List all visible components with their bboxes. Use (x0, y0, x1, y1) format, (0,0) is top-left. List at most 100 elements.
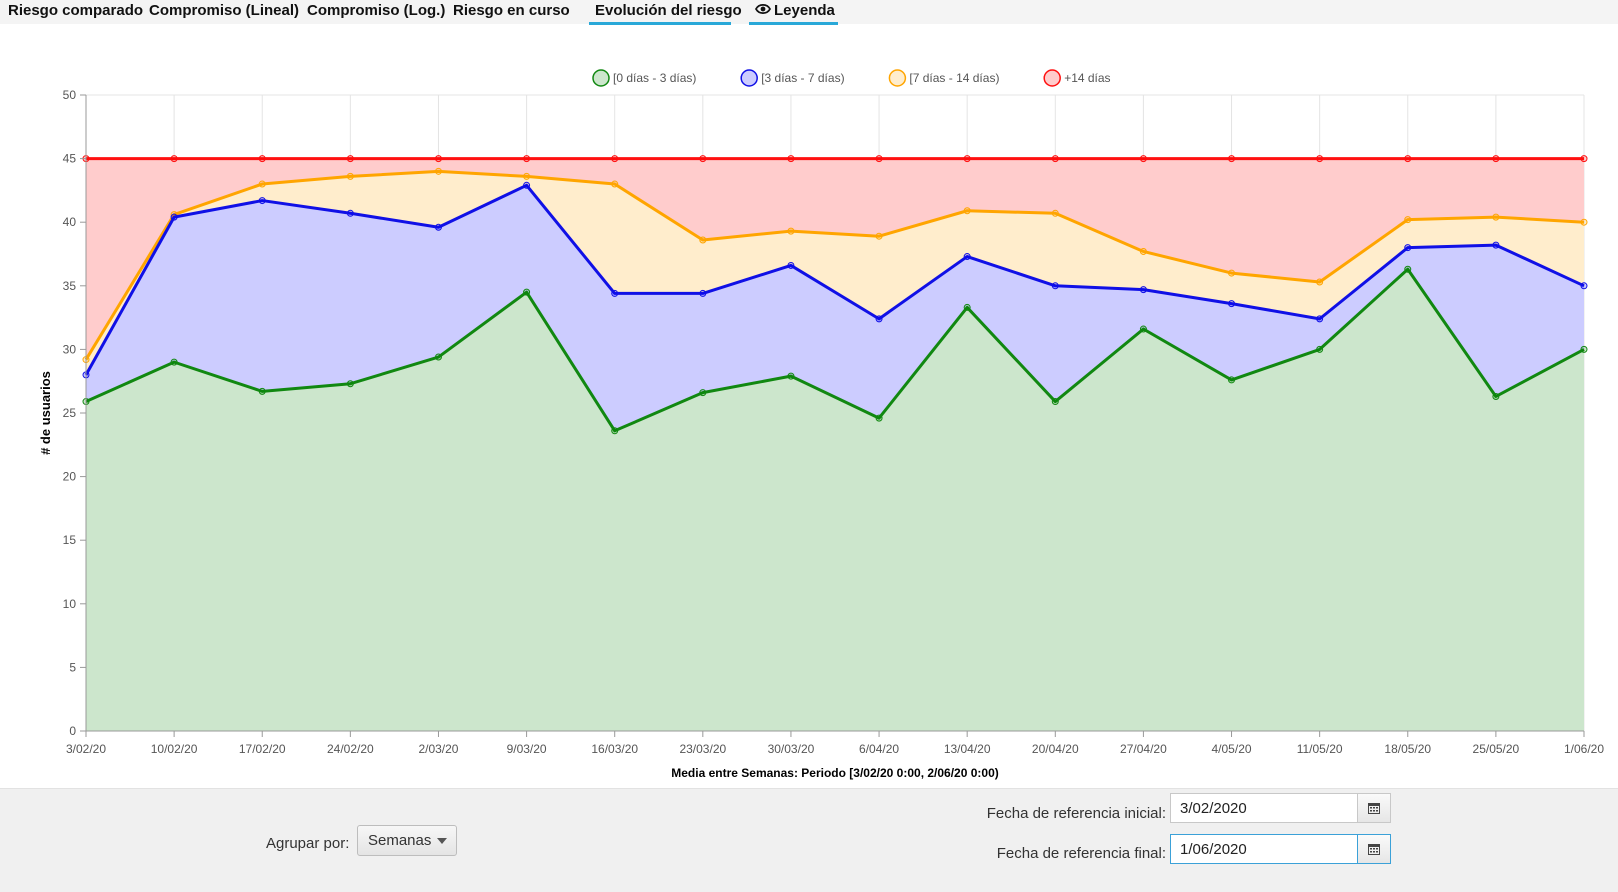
risk-evolution-chart: 0 5 10 15 20 25 30 35 40 45 50 3/02/20 10/02/20 17/02… (38, 69, 1604, 780)
group-by-value: Semanas (368, 832, 432, 849)
y-tick-label: 20 (63, 470, 77, 484)
data-point (1580, 218, 1588, 226)
data-point (1492, 392, 1500, 400)
legend-swatch (740, 69, 758, 87)
data-point (346, 380, 354, 388)
end-date-calendar-button[interactable] (1357, 834, 1391, 864)
data-point (1492, 241, 1500, 249)
y-tick-label: 15 (63, 533, 77, 547)
chart-legend: [0 días - 3 días) [3 días - 7 días) [7 día… (592, 69, 1111, 87)
start-date-input[interactable] (1170, 793, 1358, 823)
y-tick-label: 30 (63, 342, 77, 356)
data-point (1580, 155, 1588, 163)
y-tick-label: 0 (69, 724, 76, 738)
data-point (1404, 265, 1412, 273)
x-tick-label: 27/04/20 (1120, 742, 1167, 756)
data-point (1316, 315, 1324, 323)
data-point (523, 288, 531, 296)
series-line (85, 267, 1585, 433)
end-date-input[interactable] (1170, 834, 1358, 864)
series-area (86, 269, 1584, 731)
x-tick-label: 25/05/20 (1473, 742, 1520, 756)
data-point (699, 289, 707, 297)
tab-riesgo-comparado[interactable]: Riesgo comparado (8, 2, 144, 19)
data-point (1228, 155, 1236, 163)
data-point (1316, 155, 1324, 163)
calendar-icon (1368, 844, 1380, 855)
calendar-icon (1368, 803, 1380, 814)
x-tick-label: 20/04/20 (1032, 742, 1079, 756)
data-point (1404, 155, 1412, 163)
y-tick-label: 5 (69, 660, 76, 674)
data-point (523, 181, 531, 189)
data-point (1139, 286, 1147, 294)
x-tick-label: 23/03/20 (679, 742, 726, 756)
tab-leyenda[interactable]: Leyenda (749, 0, 838, 25)
data-point (1492, 155, 1500, 163)
data-point (1139, 155, 1147, 163)
tab-leyenda-label: Leyenda (774, 2, 835, 19)
eye-icon (754, 0, 772, 22)
data-point (875, 315, 883, 323)
x-tick-label: 13/04/20 (944, 742, 991, 756)
x-tick-label: 16/03/20 (591, 742, 638, 756)
x-tick-label: 4/05/20 (1212, 742, 1252, 756)
tab-compromiso-lineal[interactable]: Compromiso (Lineal) (149, 2, 300, 19)
x-tick-label: 1/06/20 (1564, 742, 1604, 756)
controls-panel: Agrupar por: Semanas Fecha de referencia… (0, 788, 1618, 892)
x-tick-label: 6/04/20 (859, 742, 899, 756)
y-tick-label: 40 (63, 215, 77, 229)
data-point (258, 387, 266, 395)
data-point (346, 172, 354, 180)
legend-item: [3 días - 7 días) (740, 69, 845, 87)
legend-label: +14 días (1064, 71, 1110, 85)
start-date-calendar-button[interactable] (1357, 793, 1391, 823)
data-point (346, 155, 354, 163)
data-point (1139, 325, 1147, 333)
data-point (1051, 209, 1059, 217)
data-point (170, 213, 178, 221)
x-tick-label: 18/05/20 (1384, 742, 1431, 756)
series-line (84, 183, 1585, 376)
y-tick-label: 50 (63, 88, 77, 102)
data-point (611, 289, 619, 297)
x-tick-label: 24/02/20 (327, 742, 374, 756)
legend-item: +14 días (1043, 69, 1111, 87)
data-point (963, 303, 971, 311)
data-point (1316, 278, 1324, 286)
tab-bar: Riesgo comparado Compromiso (Lineal) Com… (0, 0, 1618, 25)
data-point (170, 358, 178, 366)
data-point (875, 232, 883, 240)
data-point (699, 236, 707, 244)
data-point (346, 209, 354, 217)
data-point (1316, 345, 1324, 353)
chart-lines (82, 155, 1588, 435)
data-point (611, 155, 619, 163)
group-by-select[interactable]: Semanas (357, 825, 457, 856)
tab-compromiso-log[interactable]: Compromiso (Log.) (307, 2, 446, 19)
data-point (1492, 213, 1500, 221)
data-point (611, 427, 619, 435)
chevron-down-icon (437, 838, 447, 844)
data-point (1228, 269, 1236, 277)
y-tick-label: 10 (63, 597, 77, 611)
start-date-label: Fecha de referencia inicial: (986, 805, 1166, 822)
data-point (699, 155, 707, 163)
group-by-label: Agrupar por: (266, 835, 350, 852)
data-point (1228, 300, 1236, 308)
x-tick-label: 9/03/20 (507, 742, 547, 756)
data-point (1580, 345, 1588, 353)
data-point (787, 155, 795, 163)
data-point (1228, 376, 1236, 384)
end-date-label: Fecha de referencia final: (996, 845, 1166, 862)
y-tick-label: 35 (63, 279, 77, 293)
data-point (1404, 216, 1412, 224)
tab-evolucion-del-riesgo[interactable]: Evolución del riesgo (589, 0, 742, 25)
data-point (787, 261, 795, 269)
area-base (86, 269, 1584, 731)
data-point (434, 155, 442, 163)
legend-swatch (592, 69, 610, 87)
tab-riesgo-en-curso[interactable]: Riesgo en curso (453, 2, 570, 19)
data-point (1051, 155, 1059, 163)
y-axis-title: # de usuarios (38, 371, 53, 455)
